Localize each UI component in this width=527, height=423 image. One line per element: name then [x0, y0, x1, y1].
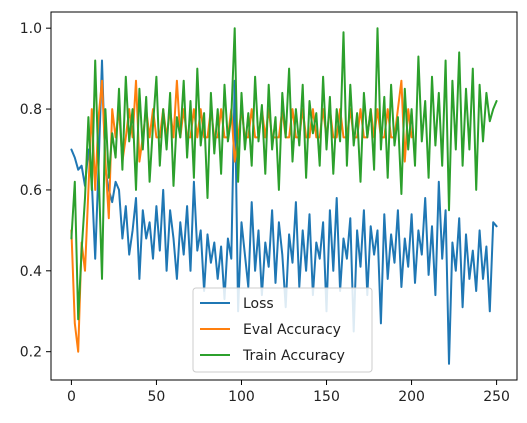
legend-box	[192, 287, 373, 373]
axes-frame	[50, 11, 518, 381]
x-tick-label: 150	[313, 389, 340, 405]
y-tick-label: 0.8	[20, 102, 42, 118]
x-tick-label: 200	[398, 389, 425, 405]
y-tick-label: 0.4	[20, 264, 42, 280]
legend-label-train-accuracy: Train Accuracy	[242, 348, 345, 364]
y-tick-label: 0.2	[20, 345, 42, 361]
series-layer	[70, 27, 498, 365]
axes-layer: 0 50 100 150 200 250 0.2 0.4 0.6 0.8 1.0	[20, 11, 518, 405]
y-tick-label: 0.6	[20, 183, 42, 199]
x-tick-label: 100	[228, 389, 255, 405]
legend: Loss Eval Accuracy Train Accuracy	[192, 287, 373, 373]
y-tick-label: 1.0	[20, 21, 42, 37]
series-line-train-accuracy	[70, 27, 498, 321]
legend-label-loss: Loss	[243, 296, 274, 312]
series-line-loss	[70, 59, 498, 365]
x-tick-label: 0	[67, 389, 76, 405]
x-tick-label: 250	[483, 389, 510, 405]
x-tick-label: 50	[148, 389, 166, 405]
legend-label-eval-accuracy: Eval Accuracy	[243, 322, 341, 338]
